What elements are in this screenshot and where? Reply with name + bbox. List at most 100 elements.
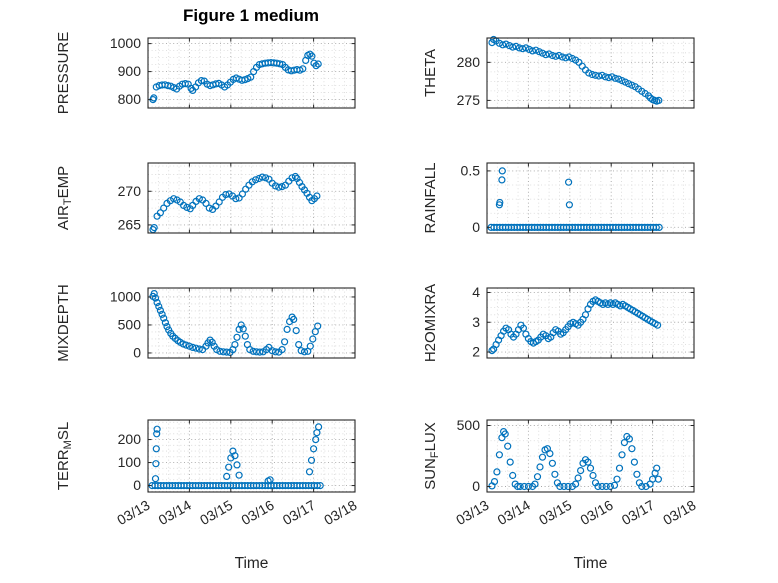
svg-text:0: 0 bbox=[472, 478, 480, 494]
axis-box bbox=[147, 419, 356, 493]
y-tick-labels: 0 500 bbox=[457, 417, 481, 494]
svg-text:280: 280 bbox=[457, 54, 481, 70]
minor-grid bbox=[148, 163, 355, 233]
axis-box bbox=[147, 162, 356, 234]
plot-area: 275 280 THETA bbox=[422, 35, 695, 109]
plot-area: 800 900 1000 PRESSURE bbox=[55, 32, 356, 115]
minor-grid bbox=[148, 420, 355, 492]
minor-grid bbox=[487, 163, 694, 233]
subplot-sun-flux: 0 500 03/13 03/14 03/15 03/16 03/17 03/18 Time SU… bbox=[422, 417, 699, 572]
axis-box bbox=[147, 37, 356, 109]
svg-text:275: 275 bbox=[457, 92, 481, 108]
minor-grid bbox=[487, 420, 694, 492]
svg-text:800: 800 bbox=[118, 91, 142, 107]
minor-grid bbox=[487, 38, 694, 108]
tick-marks bbox=[147, 163, 356, 233]
tick-marks bbox=[147, 288, 356, 358]
minor-grid bbox=[148, 38, 355, 108]
svg-text:03/18: 03/18 bbox=[660, 497, 699, 528]
subplot-h2omixra: 2 3 4 H2OMIXRA bbox=[422, 284, 695, 362]
x-tick-labels: 03/13 03/14 03/15 03/16 03/17 03/18 bbox=[114, 497, 360, 528]
plot-area: 2 3 4 H2OMIXRA bbox=[422, 284, 695, 362]
axis-box bbox=[486, 419, 695, 493]
scatter-points bbox=[148, 423, 324, 490]
y-tick-labels: 0 500 1000 bbox=[110, 288, 141, 360]
scatter-points bbox=[149, 50, 322, 104]
svg-text:1000: 1000 bbox=[110, 288, 141, 304]
y-axis-label: H2OMIXRA bbox=[422, 284, 439, 362]
y-tick-labels: 0 100 200 bbox=[118, 431, 142, 493]
major-grid bbox=[148, 420, 355, 492]
svg-text:265: 265 bbox=[118, 216, 142, 232]
tick-marks bbox=[147, 420, 356, 492]
major-grid bbox=[148, 163, 355, 233]
scatter-points bbox=[488, 296, 662, 355]
plot-area: 0 500 1000 MIXDEPTH bbox=[55, 284, 356, 362]
y-axis-label: PRESSURE bbox=[55, 32, 72, 115]
svg-text:0.5: 0.5 bbox=[461, 162, 481, 178]
svg-text:200: 200 bbox=[118, 431, 142, 447]
svg-text:100: 100 bbox=[118, 454, 142, 470]
y-tick-labels: 2 3 4 bbox=[472, 284, 480, 360]
subplot-pressure: 800 900 1000 PRESSURE bbox=[55, 32, 356, 115]
tick-marks bbox=[486, 288, 695, 358]
svg-text:03/17: 03/17 bbox=[280, 497, 319, 528]
y-tick-labels: 800 900 1000 bbox=[110, 35, 141, 107]
major-grid bbox=[487, 420, 694, 492]
svg-text:03/16: 03/16 bbox=[577, 497, 616, 528]
x-axis-label: Time bbox=[574, 555, 608, 572]
svg-text:03/15: 03/15 bbox=[536, 497, 575, 528]
svg-text:500: 500 bbox=[457, 417, 481, 433]
y-axis-label: TERRMSL bbox=[55, 422, 74, 490]
svg-text:1000: 1000 bbox=[110, 35, 141, 51]
x-axis-label: Time bbox=[235, 555, 269, 572]
svg-text:4: 4 bbox=[472, 284, 480, 300]
subplot-terr-msl: 0 100 200 03/13 03/14 03/15 03/16 03/17 03/18 Tim… bbox=[55, 419, 360, 572]
y-axis-label: THETA bbox=[422, 49, 439, 97]
y-axis-label: MIXDEPTH bbox=[55, 284, 72, 362]
svg-text:500: 500 bbox=[118, 316, 142, 332]
axis-box bbox=[486, 287, 695, 359]
tick-marks bbox=[147, 38, 356, 108]
svg-text:03/18: 03/18 bbox=[321, 497, 360, 528]
y-tick-labels: 265 270 bbox=[118, 183, 142, 233]
svg-text:03/17: 03/17 bbox=[619, 497, 658, 528]
axis-box bbox=[486, 37, 695, 109]
svg-text:2: 2 bbox=[472, 344, 480, 360]
svg-text:03/14: 03/14 bbox=[495, 497, 534, 528]
svg-text:03/14: 03/14 bbox=[156, 497, 195, 528]
figure-title: Figure 1 medium bbox=[182, 6, 320, 25]
subplot-mixdepth: 0 500 1000 MIXDEPTH bbox=[55, 284, 356, 362]
subplot-theta: 275 280 THETA bbox=[422, 35, 695, 109]
svg-text:03/15: 03/15 bbox=[197, 497, 236, 528]
tick-marks bbox=[486, 420, 695, 492]
svg-text:3: 3 bbox=[472, 314, 480, 330]
scatter-points bbox=[488, 427, 662, 491]
x-tick-labels: 03/13 03/14 03/15 03/16 03/17 03/18 bbox=[453, 497, 699, 528]
svg-text:0: 0 bbox=[472, 219, 480, 235]
scatter-points bbox=[487, 167, 663, 232]
subplot-air-temp: 265 270 AIRTEMP bbox=[55, 162, 356, 234]
axis-box bbox=[147, 287, 356, 359]
svg-text:0: 0 bbox=[133, 344, 141, 360]
plot-area: 0 100 200 03/13 03/14 03/15 03/16 03/17 03/18 Tim… bbox=[55, 419, 360, 572]
svg-text:03/13: 03/13 bbox=[453, 497, 492, 528]
svg-text:03/13: 03/13 bbox=[114, 497, 153, 528]
scatter-points bbox=[488, 35, 663, 105]
axis-box bbox=[486, 162, 695, 234]
plot-area: 0 500 03/13 03/14 03/15 03/16 03/17 03/18 Time SU… bbox=[422, 417, 699, 572]
y-axis-label: SUNFLUX bbox=[422, 422, 441, 490]
major-grid bbox=[487, 288, 694, 358]
major-grid bbox=[148, 38, 355, 108]
plot-area: 265 270 AIRTEMP bbox=[55, 162, 356, 234]
y-axis-label: RAINFALL bbox=[422, 163, 439, 234]
svg-text:03/16: 03/16 bbox=[238, 497, 277, 528]
major-grid bbox=[487, 163, 694, 233]
scatter-points bbox=[149, 289, 322, 357]
svg-text:270: 270 bbox=[118, 183, 142, 199]
y-tick-labels: 00.5 bbox=[461, 162, 481, 234]
y-tick-labels: 275 280 bbox=[457, 54, 481, 108]
